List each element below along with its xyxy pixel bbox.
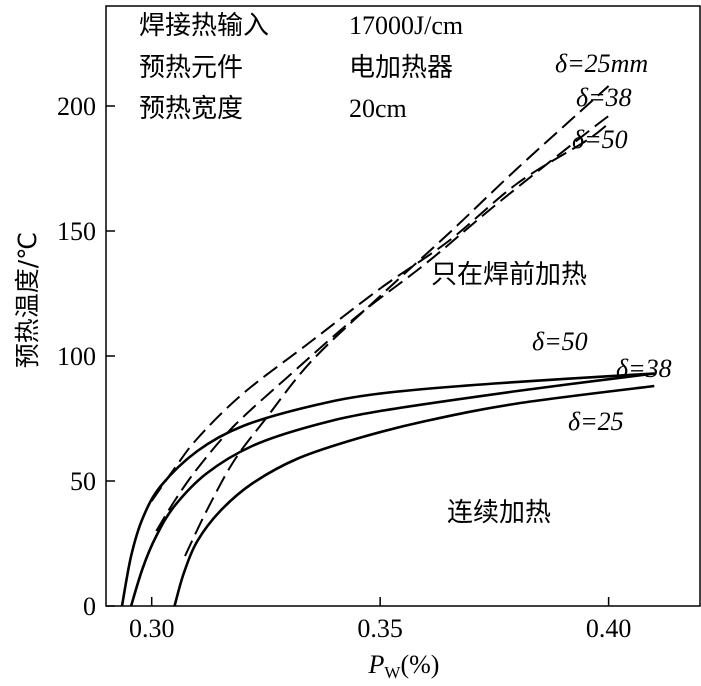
label-solid-50: δ=50 (532, 327, 588, 356)
x-axis-symbol: P (368, 650, 385, 679)
info-value-heat-input: 17000J/cm (349, 11, 463, 40)
info-label-width: 预热宽度 (139, 94, 243, 124)
y-axis-title: 预热温度/℃ (13, 232, 42, 369)
label-dashed-50: δ=50 (572, 125, 628, 154)
plot-frame (105, 5, 701, 607)
x-axis-subscript: W (384, 663, 401, 682)
y-tick-label: 200 (57, 92, 96, 121)
x-tick-label: 0.30 (129, 614, 175, 643)
x-axis-title: PW(%) (368, 650, 440, 682)
label-dashed-25: δ=25mm (555, 49, 648, 78)
solid-curve-3 (120, 372, 655, 607)
label-solid-25: δ=25 (568, 407, 624, 436)
x-tick-label: 0.35 (357, 614, 403, 643)
axis-ticks: 0 50 100 150 200 0.30 0.35 0.40 (57, 92, 631, 643)
dashed-curve-1 (155, 115, 610, 532)
group-label-continuous: 连续加热 (447, 498, 551, 528)
label-dashed-38: δ=38 (576, 83, 632, 112)
dashed-curve-2 (150, 122, 610, 502)
info-block: 焊接热输入 17000J/cm 预热元件 电加热器 预热宽度 20cm (139, 11, 463, 124)
info-label-element: 预热元件 (139, 53, 243, 83)
label-solid-38: δ=38 (616, 354, 672, 383)
group-label-pre-weld: 只在焊前加热 (431, 260, 587, 290)
x-tick-label: 0.40 (586, 614, 632, 643)
info-value-width: 20cm (349, 94, 407, 123)
curves (120, 85, 655, 607)
dashed-curve-0 (184, 85, 610, 557)
y-tick-label: 0 (83, 592, 96, 621)
y-tick-label: 100 (57, 342, 96, 371)
y-tick-label: 150 (57, 217, 96, 246)
solid-curve-5 (173, 384, 655, 607)
x-axis-unit: (%) (400, 650, 439, 679)
info-label-heat-input: 焊接热输入 (139, 11, 269, 41)
info-value-element: 电加热器 (349, 53, 453, 83)
y-tick-label: 50 (70, 467, 96, 496)
solid-curve-4 (129, 372, 655, 607)
